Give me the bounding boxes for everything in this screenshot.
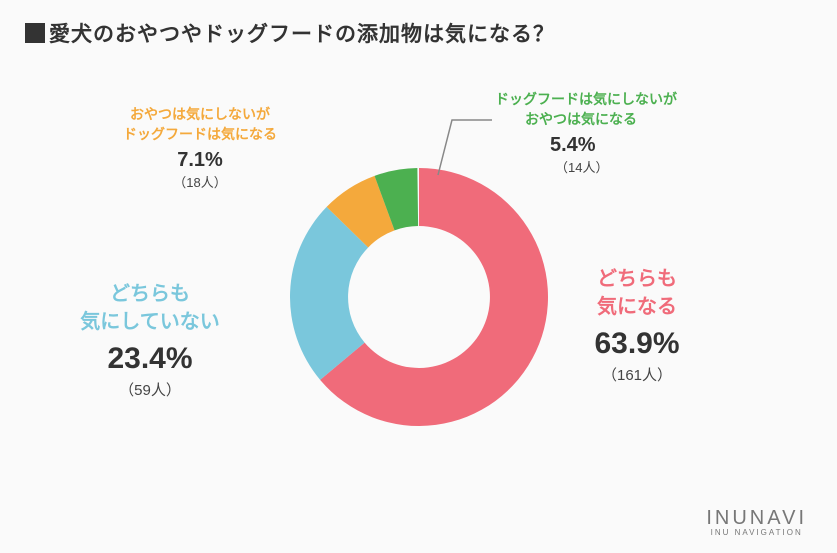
label-count: （59人） [30, 380, 270, 401]
label-line: ドッグフードは気になる [75, 125, 325, 145]
label-count: （14人） [495, 159, 755, 177]
label-pct: 5.4% [495, 131, 755, 159]
label-count: （18人） [75, 174, 325, 192]
branding: INUNAVI INU NAVIGATION [706, 507, 807, 537]
brand-sub: INU NAVIGATION [706, 528, 807, 537]
title-bullet [25, 23, 45, 43]
label-line: 気になる [507, 293, 767, 321]
chart-title: 愛犬のおやつやドッグフードの添加物は気になる？ [49, 18, 555, 48]
label-line: 気にしていない [30, 308, 270, 336]
chart-title-bar: 愛犬のおやつやドッグフードの添加物は気になる？ [25, 18, 555, 48]
label-line: どちらも [30, 280, 270, 308]
label-snack-only: ドッグフードは気にしないが おやつは気になる 5.4% （14人） [495, 90, 755, 177]
label-count: （161人） [507, 365, 767, 386]
label-pct: 63.9% [507, 323, 767, 365]
label-line: おやつは気になる [495, 110, 755, 130]
label-line: おやつは気にしないが [75, 105, 325, 125]
brand-main: INUNAVI [706, 507, 807, 530]
label-pct: 7.1% [75, 146, 325, 174]
label-line: ドッグフードは気にしないが [495, 90, 755, 110]
label-line: どちらも [507, 265, 767, 293]
label-none-concerned: どちらも 気にしていない 23.4% （59人） [30, 280, 270, 401]
label-pct: 23.4% [30, 338, 270, 380]
label-both-concerned: どちらも 気になる 63.9% （161人） [507, 265, 767, 386]
label-food-only: おやつは気にしないが ドッグフードは気になる 7.1% （18人） [75, 105, 325, 192]
